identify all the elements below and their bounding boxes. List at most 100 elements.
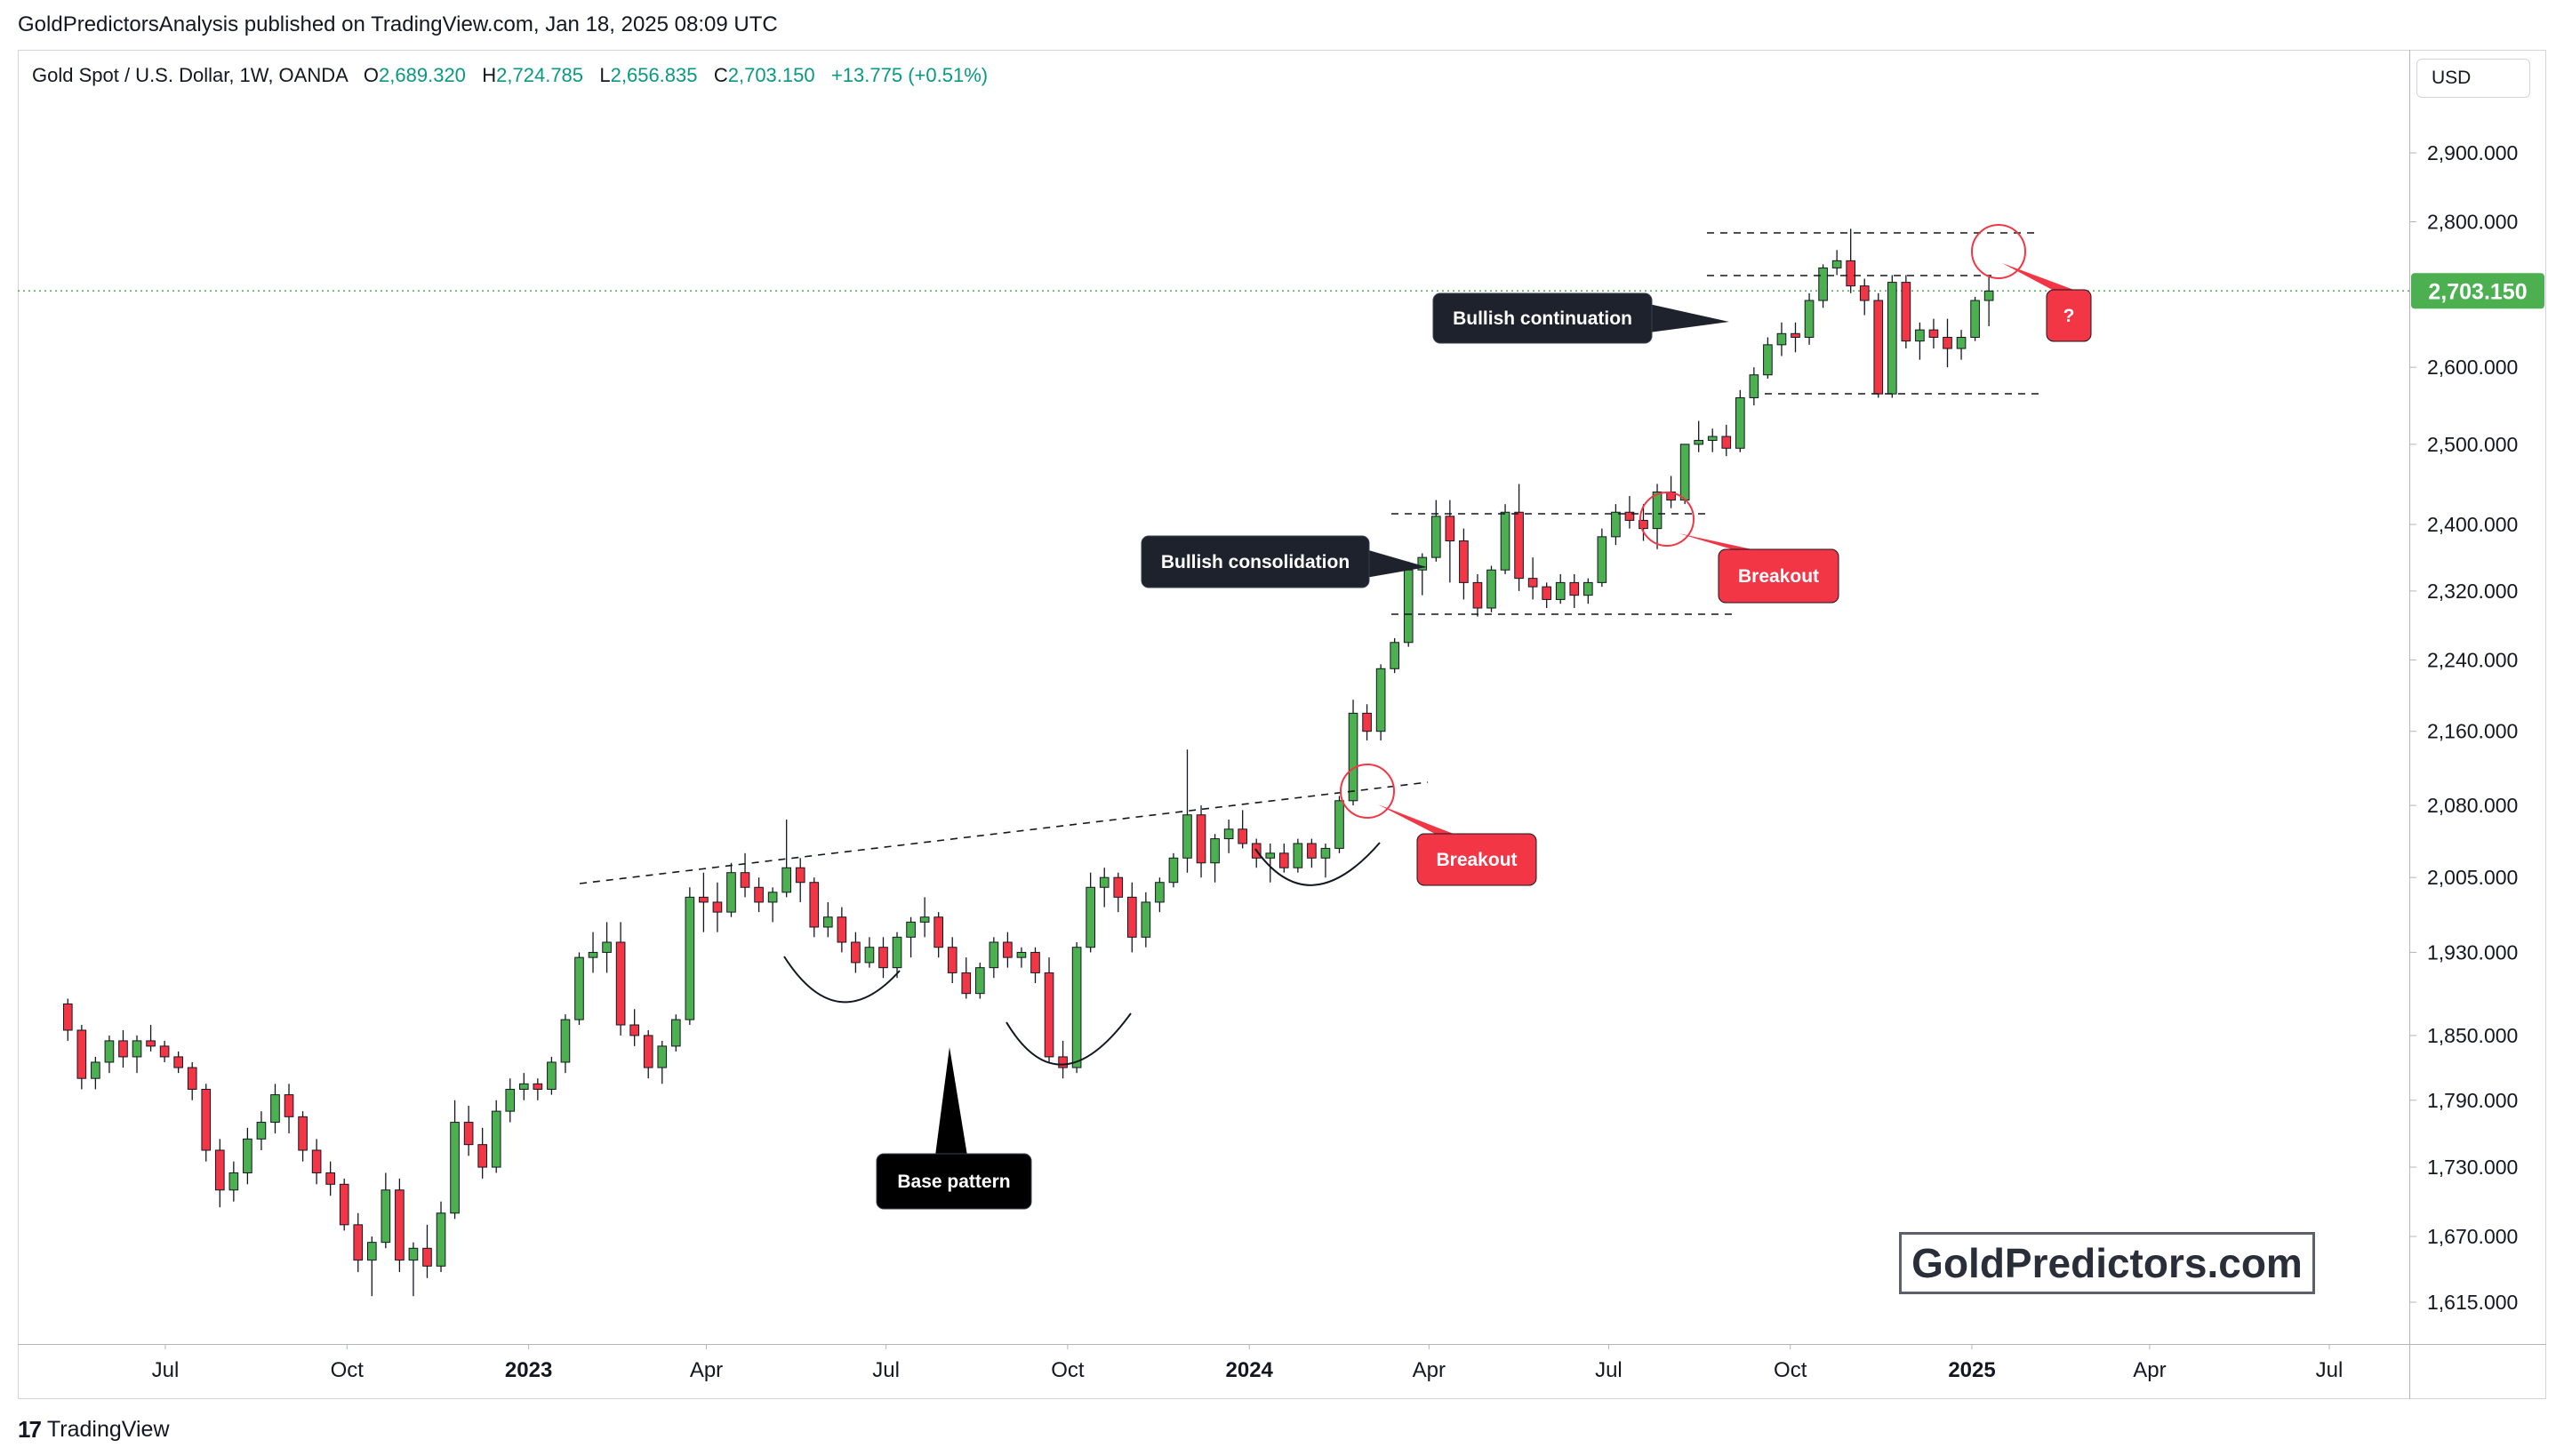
breakout-callout-1-pointer: [1378, 804, 1458, 836]
price-tick-label: 2,400.000: [2427, 513, 2518, 536]
price-axis-separator[interactable]: [2409, 50, 2410, 1399]
bull-candle: [1486, 569, 1496, 609]
price-tick-label: 2,160.000: [2427, 720, 2518, 743]
bear-candle: [878, 947, 888, 969]
base-pattern-callout[interactable]: [876, 1153, 1032, 1210]
legend-high-label: H: [482, 64, 497, 86]
base-arc-3[interactable]: [1254, 842, 1381, 886]
bear-candle: [62, 1003, 73, 1031]
bull-candle: [1223, 828, 1234, 840]
breakout-circle-2[interactable]: [1639, 492, 1695, 547]
bull-candle: [574, 956, 584, 1020]
bear-candle: [1943, 336, 1952, 349]
bear-candle: [1791, 332, 1800, 338]
price-tick-label: 1,930.000: [2427, 940, 2518, 964]
bull-candle: [1210, 838, 1220, 864]
legend-change-value: +13.775 (+0.51%): [830, 64, 989, 86]
legend-symbol[interactable]: Gold Spot / U.S. Dollar, 1W, OANDA: [32, 64, 348, 86]
time-tick-label: Jul: [152, 1358, 180, 1382]
ascending-trendline[interactable]: [579, 781, 1429, 884]
bear-candle: [146, 1040, 156, 1047]
currency-button[interactable]: USD: [2416, 59, 2530, 98]
time-tick-label: Jul: [2316, 1358, 2344, 1382]
bear-candle: [754, 886, 764, 903]
time-tick-label: Jul: [872, 1358, 900, 1382]
breakout-callout-1[interactable]: [1416, 833, 1537, 886]
price-tick-label: 2,240.000: [2427, 648, 2518, 671]
price-tick-label: 2,800.000: [2427, 211, 2518, 234]
bull-candle: [1983, 290, 1994, 301]
tradingview-footer[interactable]: 17 TradingView: [18, 1413, 170, 1445]
time-tick-label: 2023: [505, 1358, 552, 1382]
bull-candle: [974, 967, 985, 995]
bear-candle: [533, 1083, 543, 1090]
bear-candle: [477, 1144, 487, 1168]
bull-candle: [781, 867, 791, 893]
bull-candle: [1915, 329, 1925, 342]
price-tick-label: 2,500.000: [2427, 433, 2518, 456]
bull-candle: [408, 1247, 419, 1261]
bull-candle: [1694, 439, 1703, 445]
time-tick-label: Jul: [1595, 1358, 1623, 1382]
time-tick-label: 2025: [1948, 1358, 1995, 1382]
bull-candle: [1804, 300, 1815, 338]
bull-candle: [1099, 876, 1110, 888]
bull-candle: [602, 941, 612, 953]
target-circle[interactable]: [1971, 224, 2026, 279]
bull-candle: [491, 1110, 501, 1168]
legend-close-label: C: [713, 64, 728, 86]
breakout-circle-1[interactable]: [1340, 764, 1395, 819]
legend-open-value: 2,689.320: [379, 64, 466, 86]
bear-candle: [1238, 828, 1247, 844]
bear-candle: [961, 972, 972, 995]
bull-candle: [1086, 886, 1095, 948]
question-callout[interactable]: [2046, 289, 2092, 342]
price-tick-label: 1,615.000: [2427, 1291, 2518, 1314]
bear-candle: [851, 941, 861, 964]
bull-candle: [381, 1189, 391, 1244]
time-tick-label: Oct: [331, 1358, 365, 1382]
legend-open-label: O: [363, 64, 380, 86]
bull-candle: [1348, 712, 1358, 802]
bull-candle: [1016, 951, 1027, 958]
bear-candle: [353, 1224, 364, 1261]
current-price-label: 2,703.150: [2428, 279, 2527, 304]
bear-candle: [1859, 285, 1870, 301]
current-price-tag[interactable]: [2411, 273, 2544, 309]
price-tick-label: 1,730.000: [2427, 1156, 2518, 1179]
bear-candle: [298, 1116, 308, 1151]
bullish-continuation-callout[interactable]: [1432, 292, 1653, 344]
bear-candle: [422, 1247, 432, 1267]
bear-candle: [740, 872, 750, 888]
chart-frame[interactable]: [18, 50, 2546, 1399]
bull-candle: [1818, 267, 1828, 301]
bull-candle: [256, 1122, 267, 1140]
bull-candle: [657, 1045, 668, 1068]
bull-candle: [436, 1212, 446, 1267]
bear-candle: [1639, 519, 1648, 530]
bull-candle: [1293, 843, 1303, 868]
bull-candle: [1320, 847, 1331, 859]
base-arc-2[interactable]: [1006, 1012, 1132, 1066]
bullish-consolidation-callout-pointer: [1366, 549, 1427, 578]
bear-candle: [76, 1029, 87, 1079]
bull-candle: [1403, 569, 1414, 644]
bull-candle: [892, 936, 902, 969]
bear-candle: [1307, 843, 1317, 859]
bull-candle: [1707, 436, 1718, 441]
bear-candle: [1873, 300, 1884, 395]
bear-candle: [1003, 941, 1013, 958]
bull-candle: [228, 1172, 239, 1191]
breakout-callout-2[interactable]: [1718, 548, 1839, 604]
bullish-consolidation-callout[interactable]: [1141, 535, 1370, 588]
bull-candle: [1611, 511, 1621, 538]
bull-candle: [1265, 852, 1276, 859]
base-pattern-callout-label: Base pattern: [897, 1172, 1010, 1192]
base-arc-1[interactable]: [783, 956, 901, 1004]
bear-candle: [1514, 511, 1524, 580]
time-tick-label: Oct: [1051, 1358, 1085, 1382]
bear-candle: [699, 896, 709, 903]
bull-candle: [547, 1061, 557, 1090]
publish-line: GoldPredictorsAnalysis published on Trad…: [18, 12, 778, 36]
